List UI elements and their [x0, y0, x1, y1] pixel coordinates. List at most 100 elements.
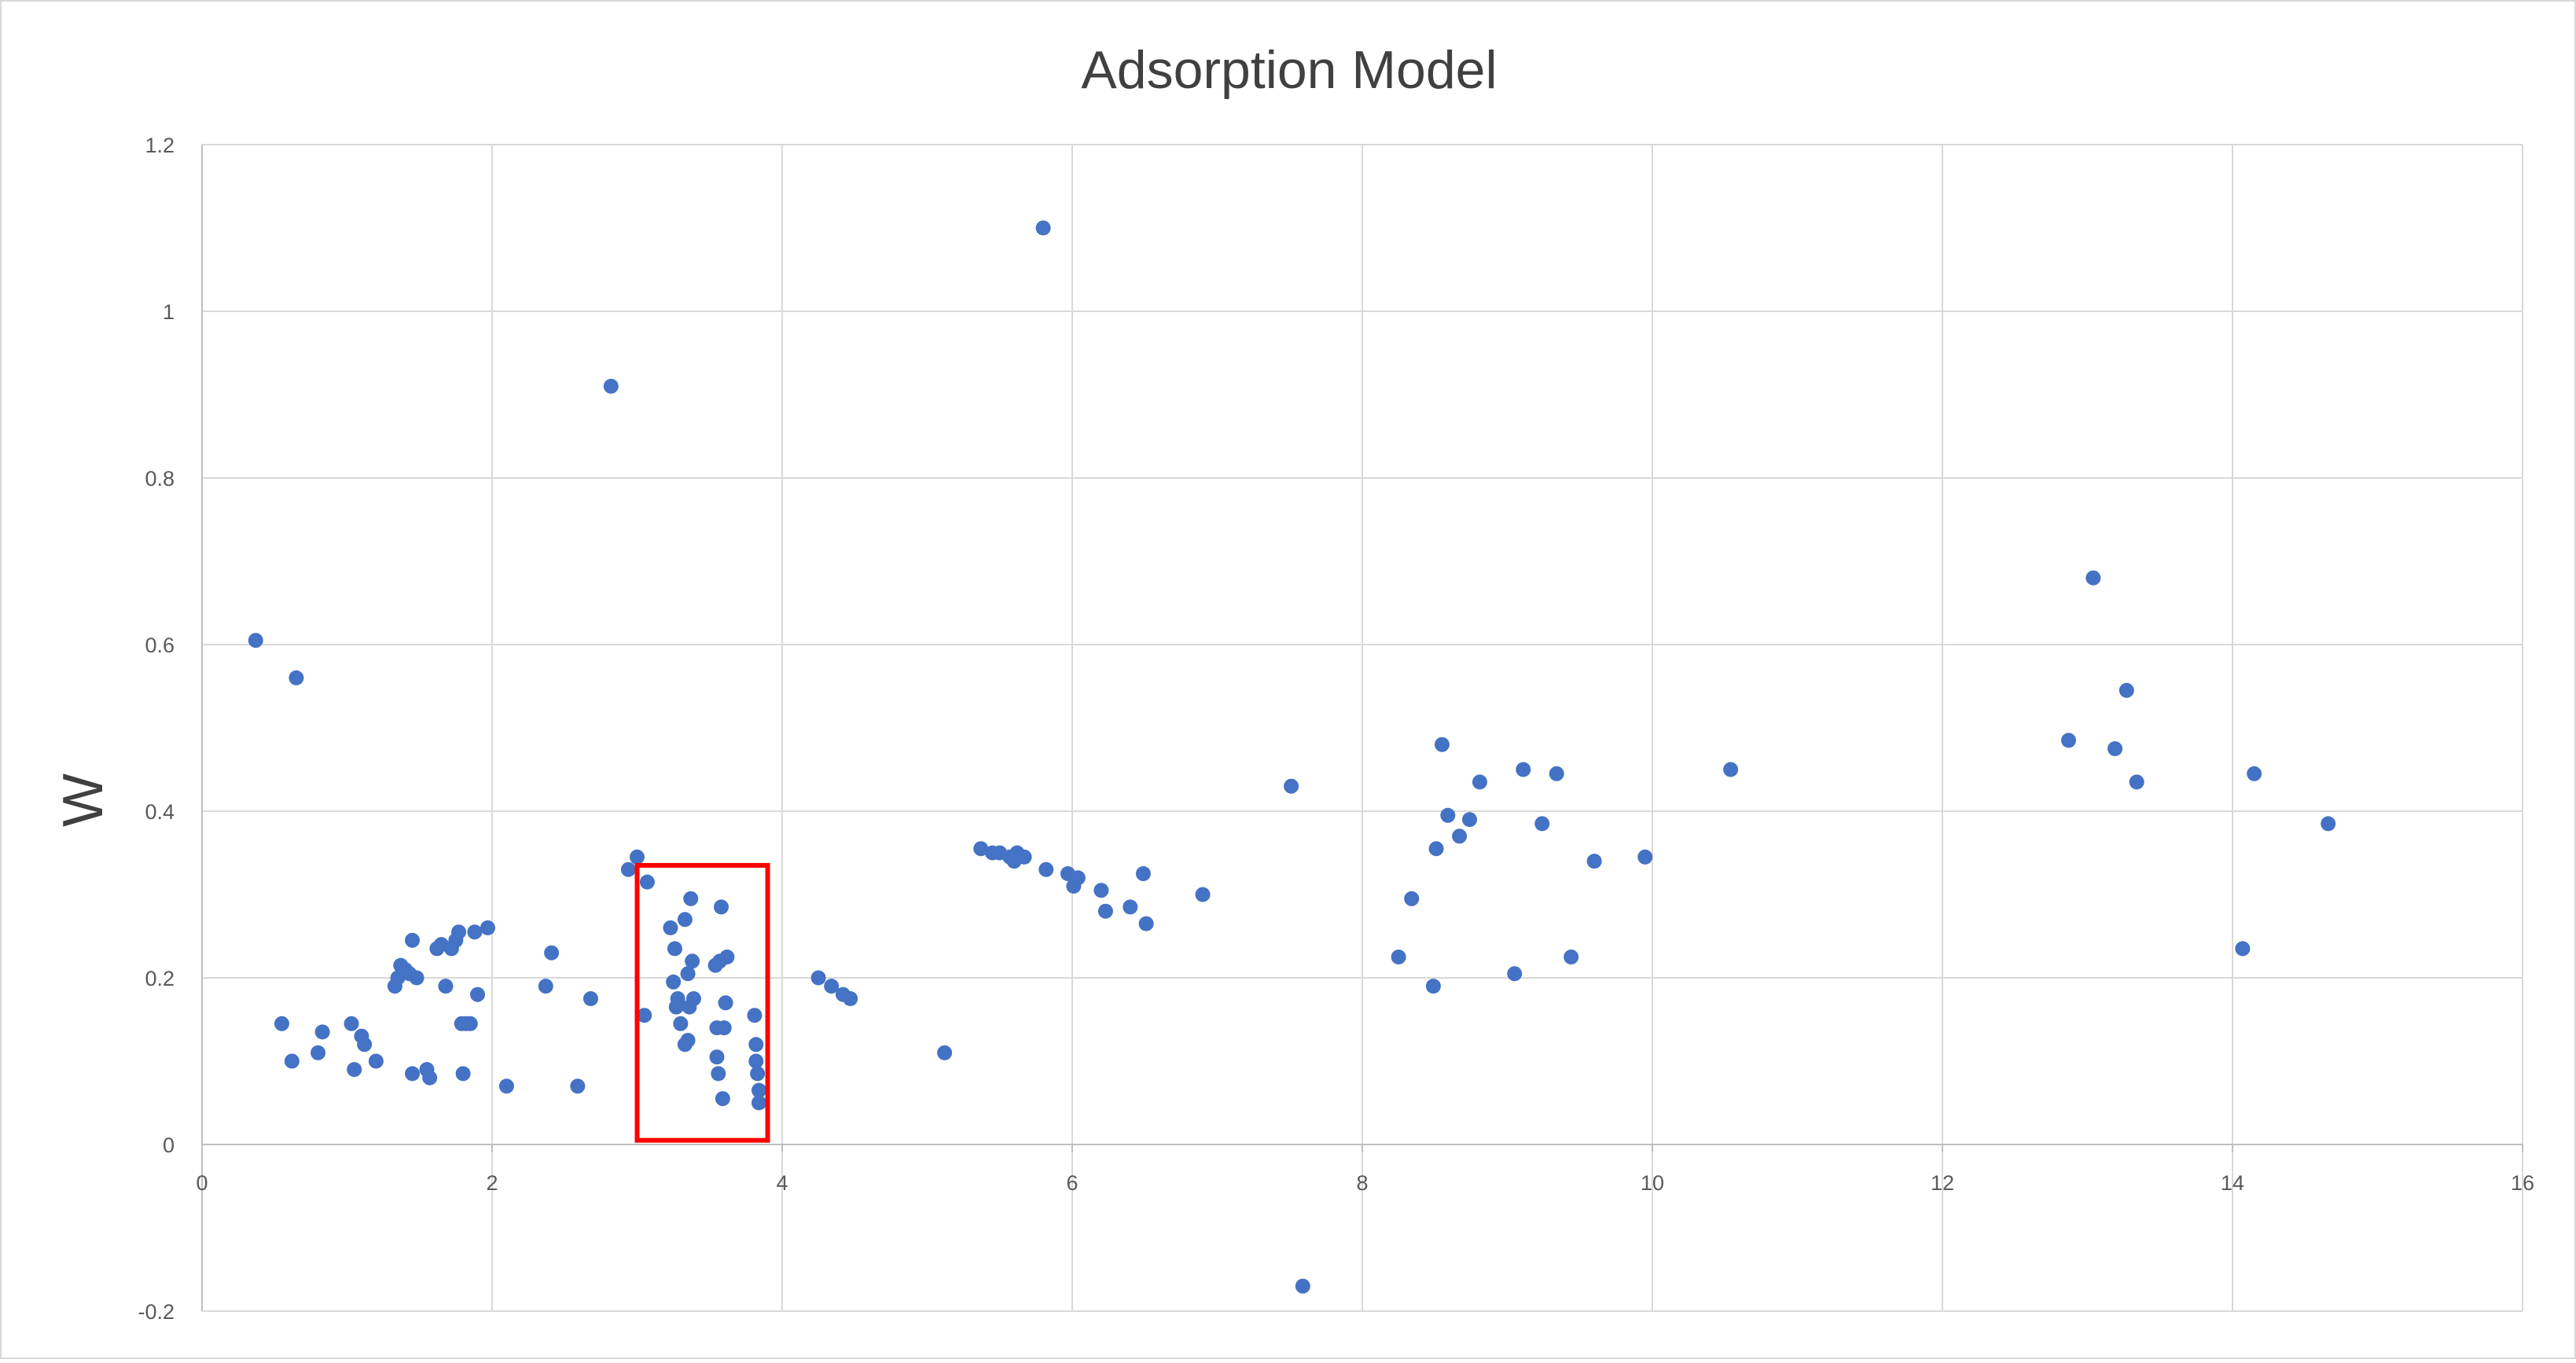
data-point — [405, 1066, 421, 1082]
data-point — [1138, 916, 1154, 931]
data-point — [1093, 883, 1109, 898]
data-point — [2061, 733, 2077, 748]
y-tick-label: 0.4 — [145, 800, 175, 824]
y-tick-label: 0 — [163, 1133, 175, 1157]
data-point — [1425, 979, 1441, 994]
data-point — [843, 991, 858, 1006]
data-point — [1462, 812, 1478, 828]
data-point — [1035, 220, 1051, 236]
data-point — [422, 1070, 438, 1086]
data-point — [1195, 887, 1211, 902]
x-tick-label: 16 — [2511, 1171, 2534, 1195]
data-point — [680, 1033, 696, 1048]
data-point — [637, 1008, 652, 1023]
data-point — [1440, 807, 1456, 823]
data-point — [462, 1016, 478, 1031]
data-point — [311, 1045, 326, 1060]
data-point — [666, 974, 682, 990]
data-point — [1284, 778, 1299, 794]
data-point — [347, 1062, 362, 1078]
data-point — [714, 899, 729, 915]
data-point — [284, 1053, 299, 1069]
data-point — [455, 1066, 471, 1082]
data-point — [673, 1016, 689, 1031]
data-point — [685, 991, 701, 1006]
data-point — [2235, 941, 2251, 957]
data-point — [1070, 870, 1086, 886]
data-point — [1404, 891, 1420, 906]
data-point — [1391, 950, 1406, 964]
data-point — [716, 1020, 732, 1036]
data-point — [288, 670, 304, 685]
data-point — [1507, 966, 1523, 982]
data-point — [630, 849, 645, 865]
data-point — [368, 1053, 384, 1069]
data-point — [409, 970, 424, 986]
data-point — [538, 979, 553, 994]
data-point — [751, 1082, 766, 1098]
data-point — [2129, 774, 2144, 790]
data-point — [1534, 816, 1550, 832]
data-point — [1097, 903, 1113, 919]
data-point — [639, 874, 655, 890]
data-point — [1549, 766, 1564, 781]
data-point — [467, 924, 483, 940]
data-point — [2118, 682, 2134, 698]
data-point — [670, 991, 685, 1006]
data-point — [1123, 899, 1138, 915]
data-point — [750, 1066, 766, 1082]
data-point — [470, 986, 486, 1002]
data-point — [314, 1024, 330, 1040]
x-tick-label: 12 — [1931, 1171, 1954, 1195]
data-point — [667, 941, 682, 957]
data-point — [677, 912, 693, 928]
data-point — [1564, 950, 1579, 964]
y-tick-label: 1 — [163, 300, 175, 324]
data-point — [1434, 737, 1450, 752]
axes — [201, 145, 2523, 1311]
data-point — [973, 841, 989, 857]
x-tick-label: 4 — [776, 1171, 788, 1195]
data-point — [680, 966, 696, 982]
data-point — [1016, 849, 1032, 865]
data-point — [1135, 866, 1151, 881]
data-point — [438, 979, 454, 994]
data-point — [709, 1049, 725, 1065]
y-tick-label: -0.2 — [138, 1300, 175, 1324]
data-point — [1516, 762, 1531, 777]
tick-labels: 0 2 4 6 8 10 12 14 16 -0.2 0 0.2 0.4 0.6 0.8 1 1.2 — [138, 134, 2534, 1324]
data-point — [1586, 854, 1602, 869]
data-point — [544, 945, 560, 961]
data-point — [582, 991, 598, 1006]
y-tick-label: 0.8 — [145, 467, 175, 490]
data-point — [683, 891, 699, 906]
data-point — [748, 1053, 764, 1069]
x-tick-label: 0 — [196, 1171, 208, 1195]
data-point — [344, 1016, 359, 1031]
data-point — [451, 924, 467, 940]
chart-title: Adsorption Model — [1081, 40, 1497, 100]
data-point — [1723, 762, 1739, 777]
data-point — [248, 633, 263, 648]
data-point — [663, 920, 678, 935]
data-point — [748, 1037, 764, 1053]
x-tick-label: 10 — [1641, 1171, 1664, 1195]
x-tick-label: 2 — [486, 1171, 498, 1195]
y-axis-label: W — [52, 773, 115, 827]
data-point — [715, 1091, 730, 1107]
data-point — [1637, 849, 1653, 865]
data-point — [1295, 1278, 1310, 1294]
data-point — [1452, 828, 1468, 844]
data-point — [2247, 766, 2262, 781]
y-tick-label: 0.2 — [145, 967, 175, 990]
data-point — [1038, 862, 1054, 877]
data-point — [498, 1078, 514, 1094]
data-point — [824, 979, 840, 994]
data-point — [570, 1078, 586, 1094]
y-tick-label: 0.6 — [145, 634, 175, 657]
data-point — [719, 950, 735, 964]
data-point — [810, 970, 826, 986]
data-point — [480, 920, 495, 935]
